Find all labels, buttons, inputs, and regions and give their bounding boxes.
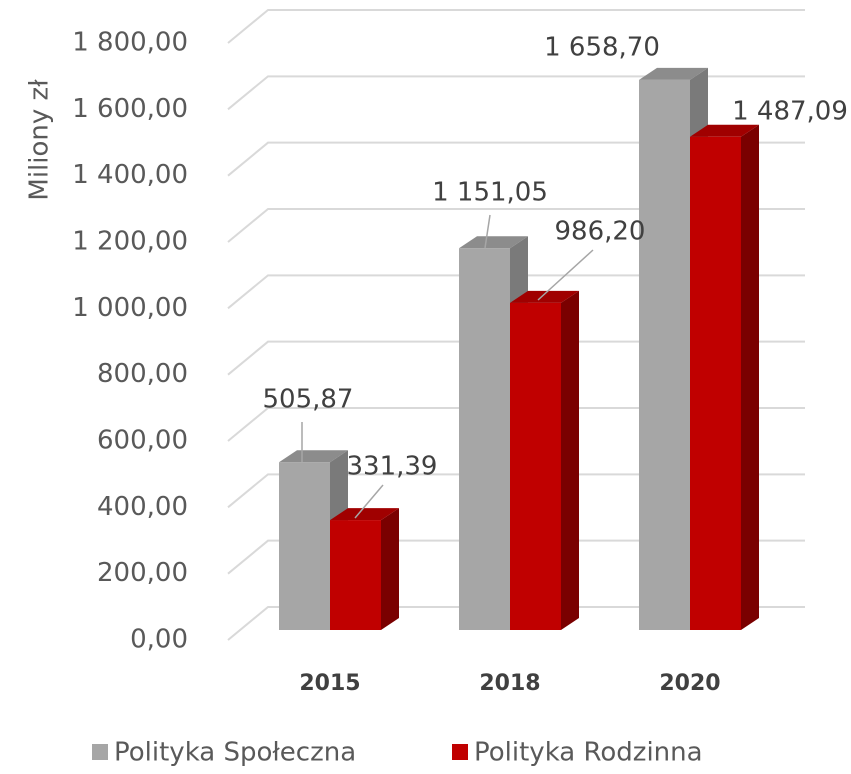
bar: [690, 136, 741, 631]
bar: [330, 520, 381, 630]
data-label: 1 151,05: [432, 178, 548, 208]
data-label: 331,39: [347, 452, 438, 482]
legend-label: Polityka Społeczna: [114, 738, 356, 768]
y-tick-label: 400,00: [97, 492, 188, 522]
legend-swatch: [452, 744, 468, 760]
bar: [459, 248, 510, 630]
x-tick-label: 2018: [479, 671, 540, 696]
bar-top: [690, 124, 759, 137]
grid-line: [227, 407, 805, 442]
data-label: 1 487,09: [732, 97, 848, 127]
data-label: 505,87: [263, 385, 354, 415]
y-tick-label: 1 000,00: [72, 293, 188, 323]
legend-swatch: [92, 744, 108, 760]
x-tick-label: 2020: [659, 671, 720, 696]
leader-line: [484, 214, 491, 249]
grid-line: [227, 274, 805, 310]
legend-label: Polityka Rodzinna: [474, 738, 703, 768]
grid-line: [227, 606, 805, 641]
y-tick-label: 600,00: [97, 426, 188, 456]
bar-side: [741, 124, 759, 631]
bar: [510, 302, 561, 630]
grid-line: [227, 75, 805, 111]
data-label: 986,20: [555, 217, 646, 247]
y-tick-label: 800,00: [97, 359, 188, 389]
y-axis-title: Miliony zł: [25, 79, 55, 201]
y-tick-label: 200,00: [97, 558, 188, 588]
bar-top: [510, 290, 579, 303]
y-tick-label: 1 400,00: [72, 160, 188, 190]
bar-top: [330, 508, 399, 521]
grid-line: [227, 340, 805, 376]
bar-top: [459, 236, 528, 249]
y-tick-label: 1 800,00: [72, 28, 188, 58]
y-tick-label: 1 200,00: [72, 227, 188, 257]
grid-line: [227, 9, 805, 44]
leader-line: [537, 249, 594, 301]
y-tick-label: 1 600,00: [72, 94, 188, 124]
bar: [639, 79, 690, 630]
leader-line: [354, 484, 384, 519]
grid-line: [227, 539, 805, 575]
bar-top: [279, 450, 348, 463]
y-tick-label: 0,00: [130, 625, 188, 655]
x-tick-label: 2015: [299, 671, 360, 696]
data-label: 1 658,70: [544, 33, 660, 63]
grid-line: [227, 141, 805, 177]
grid-line: [227, 208, 805, 243]
bar-side: [561, 290, 579, 630]
grid-line: [227, 473, 805, 509]
bar-top: [639, 67, 708, 80]
bar-side: [381, 508, 399, 630]
bar: [279, 462, 330, 630]
